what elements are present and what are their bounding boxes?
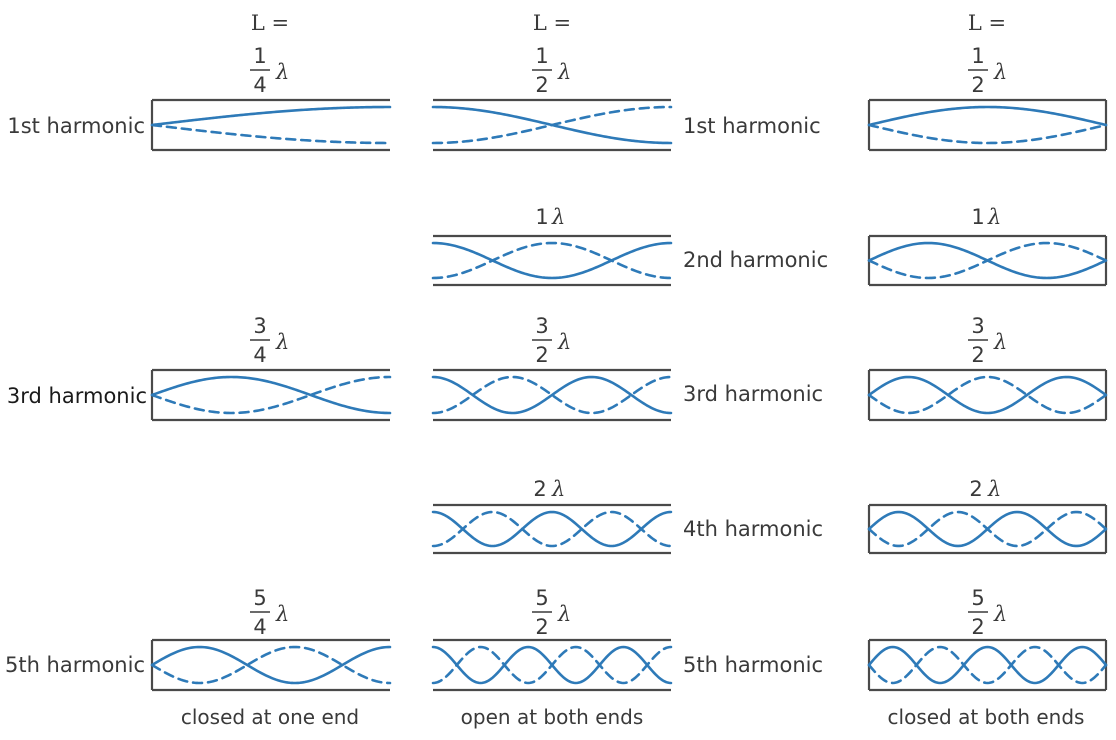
wave-solid: [867, 105, 1108, 127]
lambda-symbol: λ: [551, 477, 565, 501]
wave-dashed: [431, 105, 673, 145]
col2-header-label: L =: [533, 11, 571, 35]
wave-dashed: [867, 375, 1108, 415]
fraction-numerator: 3: [971, 314, 984, 338]
lambda-symbol: λ: [993, 60, 1007, 84]
fraction-numerator: 1: [971, 44, 984, 68]
fraction-denominator: 2: [535, 615, 548, 639]
col2-row5-length: 5 2 λ: [532, 586, 571, 639]
col1-row1-length: 1 4 λ: [250, 44, 289, 97]
length-whole: 1: [535, 205, 548, 229]
wave-solid: [150, 105, 392, 127]
wave-solid: [431, 241, 673, 280]
wave-solid: [431, 510, 673, 548]
wave-solid: [150, 645, 392, 685]
col3-row3-length: 3 2 λ: [968, 314, 1007, 367]
tube: [433, 638, 671, 692]
wave-dashed: [431, 510, 673, 548]
col2-caption: open at both ends: [461, 705, 644, 729]
wave-dashed: [867, 645, 1108, 685]
col3-row1-length: 1 2 λ: [968, 44, 1007, 97]
wave-dashed: [431, 241, 673, 280]
wave-dashed: [867, 241, 1108, 280]
fraction-numerator: 5: [971, 586, 984, 610]
fraction-denominator: 4: [253, 615, 266, 639]
length-whole: 2: [969, 477, 982, 501]
wave-dashed: [867, 123, 1108, 145]
wave-dashed: [431, 375, 673, 415]
col1-harmonic-label: 5th harmonic: [5, 653, 145, 677]
wave-dashed: [867, 510, 1108, 548]
col2-harmonic-label: 2nd harmonic: [683, 248, 828, 272]
fraction-denominator: 2: [535, 343, 548, 367]
lambda-symbol: λ: [275, 330, 289, 354]
wave-solid: [867, 645, 1108, 685]
col2-harmonic-label: 1st harmonic: [683, 114, 821, 138]
lambda-symbol: λ: [275, 602, 289, 626]
col1-row3-length: 3 4 λ: [250, 314, 289, 367]
fraction-denominator: 2: [535, 73, 548, 97]
col2-harmonic-label: 4th harmonic: [683, 517, 823, 541]
fraction-numerator: 3: [535, 314, 548, 338]
fraction-denominator: 4: [253, 73, 266, 97]
wave-solid: [867, 375, 1108, 415]
col3-row5-length: 5 2 λ: [968, 586, 1007, 639]
col1-harmonic-label: 3rd harmonic: [7, 384, 147, 408]
col3-caption: closed at both ends: [888, 705, 1085, 729]
lambda-symbol: λ: [993, 330, 1007, 354]
tube: [150, 368, 390, 422]
col2-row1-length: 1 2 λ: [532, 44, 571, 97]
lambda-symbol: λ: [987, 477, 1001, 501]
col2-row4-length: 2 λ: [533, 477, 565, 501]
lambda-symbol: λ: [557, 60, 571, 84]
wave-dashed: [150, 645, 392, 685]
col2-harmonic-label: 5th harmonic: [683, 653, 823, 677]
wave-solid: [150, 375, 392, 415]
col3-row4-length: 2 λ: [969, 477, 1001, 501]
tube: [433, 503, 671, 555]
fraction-denominator: 4: [253, 343, 266, 367]
length-whole: 1: [971, 205, 984, 229]
lambda-symbol: λ: [557, 330, 571, 354]
fraction-denominator: 2: [971, 343, 984, 367]
col2-row2-length: 1 λ: [535, 205, 565, 229]
col2-row3-length: 3 2 λ: [532, 314, 571, 367]
wave-dashed: [150, 123, 392, 145]
col2-harmonic-label: 3rd harmonic: [683, 382, 823, 406]
fraction-numerator: 5: [535, 586, 548, 610]
wave-dashed: [431, 645, 673, 685]
col1-row5-length: 5 4 λ: [250, 586, 289, 639]
fraction-numerator: 1: [253, 44, 266, 68]
lambda-symbol: λ: [557, 602, 571, 626]
col3-row2-length: 1 λ: [971, 205, 1001, 229]
col1-harmonic-label: 1st harmonic: [7, 114, 145, 138]
fraction-denominator: 2: [971, 73, 984, 97]
tube: [433, 98, 671, 152]
waves-layer: [150, 105, 1108, 685]
lambda-symbol: λ: [987, 205, 1001, 229]
col1-header-label: L =: [251, 11, 289, 35]
tube: [433, 368, 671, 422]
lambda-symbol: λ: [993, 602, 1007, 626]
fraction-denominator: 2: [971, 615, 984, 639]
wave-solid: [431, 375, 673, 415]
length-whole: 2: [533, 477, 546, 501]
fraction-numerator: 5: [253, 586, 266, 610]
fraction-numerator: 1: [535, 44, 548, 68]
wave-dashed: [150, 375, 392, 415]
fraction-numerator: 3: [253, 314, 266, 338]
col3-header-label: L =: [968, 11, 1006, 35]
lambda-symbol: λ: [551, 205, 565, 229]
lambda-symbol: λ: [275, 60, 289, 84]
tube: [433, 234, 671, 287]
col1-caption: closed at one end: [181, 705, 359, 729]
tubes-layer: [150, 98, 1108, 692]
